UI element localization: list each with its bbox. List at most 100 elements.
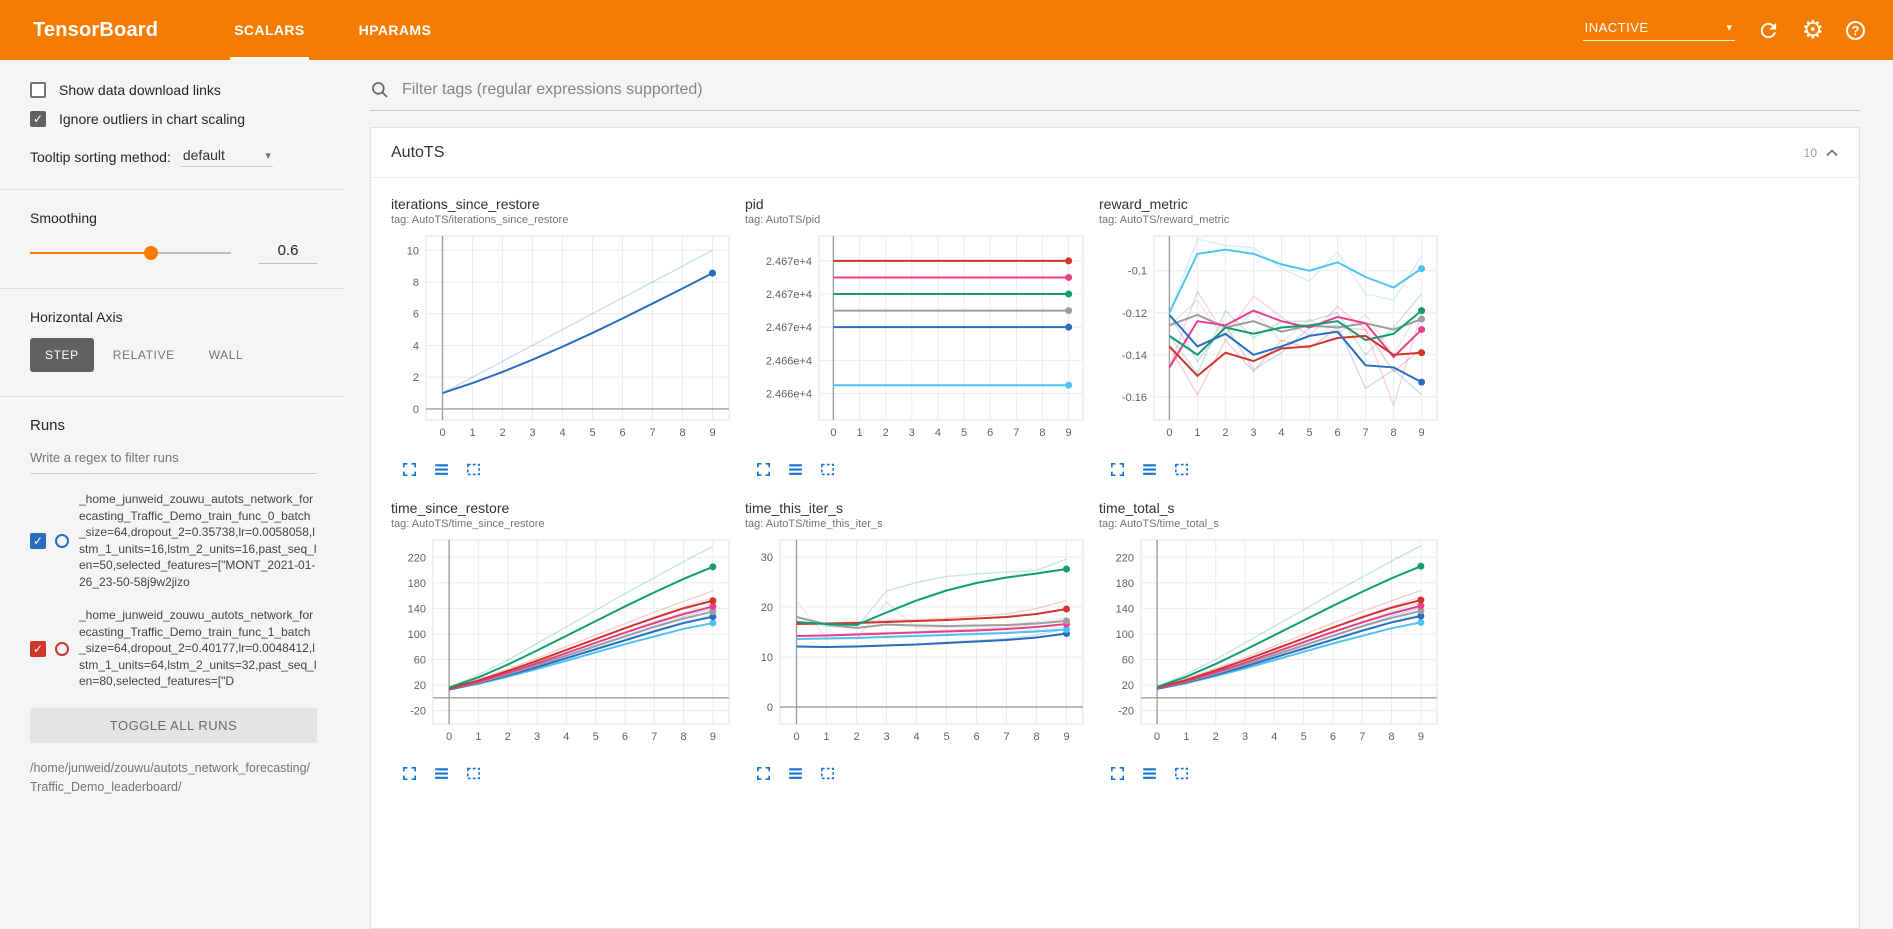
run-radio[interactable] — [55, 533, 69, 548]
svg-text:8: 8 — [679, 427, 685, 439]
run-checkbox[interactable]: ✓ — [30, 640, 46, 657]
runs-base-path: /home/junweid/zouwu/autots_network_forec… — [30, 761, 311, 794]
run-label[interactable]: _home_junweid_zouwu_autots_network_forec… — [79, 608, 317, 689]
autots-card-header[interactable]: AutoTS 10 — [371, 128, 1859, 178]
run-radio[interactable] — [55, 641, 69, 656]
run-checkbox[interactable]: ✓ — [30, 532, 46, 549]
chart-tag: tag: AutoTS/pid — [745, 214, 821, 226]
svg-text:5: 5 — [961, 427, 967, 439]
svg-text:7: 7 — [651, 731, 657, 743]
tab-hparams[interactable]: HPARAMS — [358, 22, 432, 38]
gear-icon[interactable]: ⚙ — [1801, 15, 1824, 44]
status-dropdown[interactable]: INACTIVE ▾ — [1582, 20, 1735, 41]
svg-text:3: 3 — [883, 731, 889, 743]
wall-button[interactable]: WALL — [194, 338, 259, 372]
fit-domain-icon[interactable] — [465, 765, 482, 782]
expand-chart-icon[interactable] — [1109, 765, 1126, 782]
ignore-outliers-checkbox[interactable]: ✓ — [30, 111, 46, 127]
svg-text:2: 2 — [853, 731, 859, 743]
run-table-icon[interactable] — [1141, 461, 1158, 478]
svg-text:3: 3 — [1250, 427, 1256, 439]
smoothing-value[interactable]: 0.6 — [259, 242, 317, 264]
expand-chart-icon[interactable] — [401, 765, 418, 782]
svg-text:-0.12: -0.12 — [1122, 308, 1147, 320]
chart-title: reward_metric — [1099, 196, 1188, 212]
chart-plot[interactable]: 0 1 2 3 4 5 6 7 8 9 2.467e+4 2.467e+4 2.467e+4 2.466e… — [745, 228, 1093, 452]
svg-text:-20: -20 — [1118, 706, 1134, 718]
svg-text:8: 8 — [1033, 731, 1039, 743]
svg-text:6: 6 — [1334, 427, 1340, 439]
run-label[interactable]: _home_junweid_zouwu_autots_network_forec… — [79, 492, 317, 589]
chart-footer — [745, 461, 1093, 478]
chevron-up-icon[interactable] — [1825, 148, 1839, 157]
chart-card: iterations_since_restore tag: AutoTS/iter… — [391, 196, 739, 478]
run-table-icon[interactable] — [787, 765, 804, 782]
svg-text:2: 2 — [1213, 731, 1219, 743]
chart-plot[interactable]: 0 1 2 3 4 5 6 7 8 9 220 180 140 100 60 20 -20 — [1099, 532, 1447, 756]
svg-text:20: 20 — [1122, 680, 1134, 692]
help-icon[interactable]: ? — [1846, 20, 1865, 40]
run-table-icon[interactable] — [787, 461, 804, 478]
chart-title: pid — [745, 196, 764, 212]
svg-text:100: 100 — [1116, 629, 1134, 641]
expand-chart-icon[interactable] — [1109, 461, 1126, 478]
svg-text:2: 2 — [505, 731, 511, 743]
chart-tag: tag: AutoTS/time_this_iter_s — [745, 518, 883, 530]
smoothing-slider-thumb[interactable] — [143, 246, 158, 260]
show-download-links-row: Show data download links — [30, 82, 317, 98]
chart-card: time_since_restore tag: AutoTS/time_since… — [391, 500, 739, 782]
fit-domain-icon[interactable] — [819, 765, 836, 782]
chart-plot[interactable]: 0 1 2 3 4 5 6 7 8 9 220 180 140 100 60 20 -20 — [391, 532, 739, 756]
svg-text:8: 8 — [1391, 427, 1397, 439]
smoothing-slider[interactable] — [30, 246, 231, 260]
toggle-all-runs-button[interactable]: TOGGLE ALL RUNS — [30, 708, 317, 744]
svg-text:60: 60 — [1122, 654, 1134, 666]
svg-text:4: 4 — [563, 731, 569, 743]
run-table-icon[interactable] — [1141, 765, 1158, 782]
chart-plot[interactable]: 0 1 2 3 4 5 6 7 8 9 30 20 10 0 — [745, 532, 1093, 756]
run-table-icon[interactable] — [433, 461, 450, 478]
chart-plot[interactable]: 0 1 2 3 4 5 6 7 8 9 10 8 6 4 2 0 — [391, 228, 739, 452]
svg-text:-0.14: -0.14 — [1122, 350, 1147, 362]
refresh-icon[interactable] — [1757, 19, 1780, 42]
svg-text:4: 4 — [1278, 427, 1284, 439]
horizontal-axis-buttons: STEP RELATIVE WALL — [30, 338, 317, 372]
relative-button[interactable]: RELATIVE — [98, 338, 190, 372]
fit-domain-icon[interactable] — [1173, 461, 1190, 478]
svg-text:1: 1 — [823, 731, 829, 743]
divider — [0, 288, 345, 289]
svg-text:9: 9 — [709, 427, 715, 439]
fit-domain-icon[interactable] — [465, 461, 482, 478]
expand-chart-icon[interactable] — [755, 461, 772, 478]
tag-filter-input[interactable] — [402, 81, 1860, 99]
tooltip-sorting-dropdown[interactable]: default ▾ — [180, 147, 273, 167]
fit-domain-icon[interactable] — [1173, 765, 1190, 782]
ignore-outliers-label: Ignore outliers in chart scaling — [59, 111, 245, 127]
expand-chart-icon[interactable] — [755, 765, 772, 782]
chart-card: time_this_iter_s tag: AutoTS/time_this_it… — [745, 500, 1093, 782]
svg-text:7: 7 — [1359, 731, 1365, 743]
svg-text:5: 5 — [593, 731, 599, 743]
chart-footer — [391, 765, 739, 782]
expand-chart-icon[interactable] — [401, 461, 418, 478]
tab-scalars[interactable]: SCALARS — [230, 0, 309, 60]
svg-text:4: 4 — [913, 731, 919, 743]
svg-text:8: 8 — [413, 277, 419, 289]
show-download-links-checkbox[interactable] — [30, 82, 46, 98]
svg-text:6: 6 — [619, 427, 625, 439]
show-download-links-label: Show data download links — [59, 82, 221, 98]
chevron-down-icon: ▾ — [1726, 21, 1733, 34]
svg-text:3: 3 — [1242, 731, 1248, 743]
chart-tag: tag: AutoTS/reward_metric — [1099, 214, 1230, 226]
svg-text:2.466e+4: 2.466e+4 — [766, 355, 812, 367]
svg-text:2: 2 — [499, 427, 505, 439]
chart-tag: tag: AutoTS/time_since_restore — [391, 518, 545, 530]
svg-text:2: 2 — [413, 372, 419, 384]
step-button[interactable]: STEP — [30, 338, 94, 372]
runs-filter-input[interactable] — [30, 446, 317, 474]
svg-text:-0.1: -0.1 — [1128, 266, 1147, 278]
fit-domain-icon[interactable] — [819, 461, 836, 478]
run-table-icon[interactable] — [433, 765, 450, 782]
svg-text:3: 3 — [534, 731, 540, 743]
chart-plot[interactable]: 0 1 2 3 4 5 6 7 8 9 -0.1 -0.12 -0.14 -0.16 — [1099, 228, 1447, 452]
